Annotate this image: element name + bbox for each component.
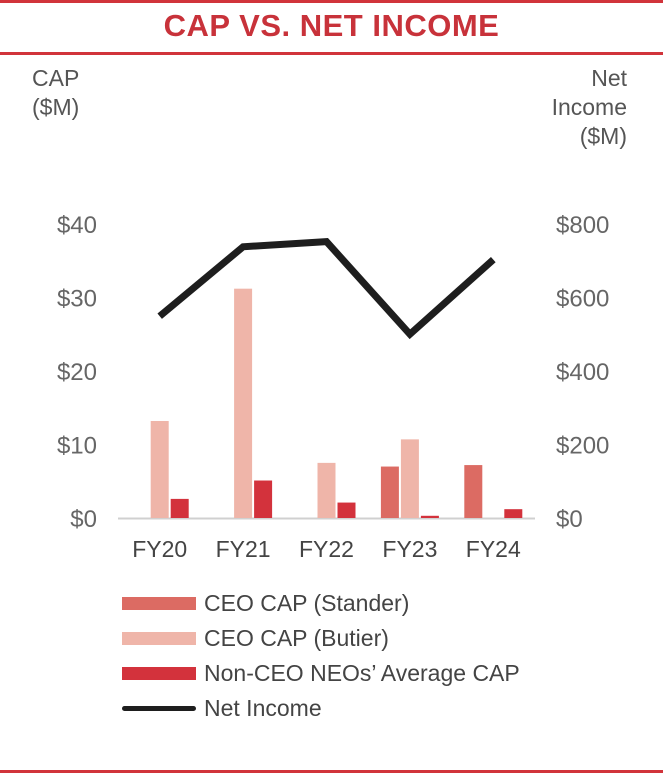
legend-item-neos: Non-CEO NEOs’ Average CAP [122, 656, 520, 691]
legend-swatch-butier [122, 632, 196, 645]
right-tick-label: $400 [556, 359, 609, 386]
legend-item-stander: CEO CAP (Stander) [122, 586, 520, 621]
left-tick-label: $40 [57, 212, 97, 239]
legend-swatch-stander [122, 597, 196, 610]
left-tick-label: $30 [57, 286, 97, 313]
legend-swatch-net-income [122, 706, 196, 711]
right-axis-title: Net Income ($M) [517, 64, 627, 151]
legend-label: Non-CEO NEOs’ Average CAP [204, 660, 520, 686]
left-tick-label: $20 [57, 359, 97, 386]
top-rule [0, 0, 663, 3]
right-axis-title-line: ($M) [579, 123, 627, 149]
category-label: FY24 [466, 536, 521, 562]
bar-fy20-s1 [150, 420, 169, 518]
left-tick-label: $0 [70, 506, 97, 533]
bar-fy22-s2 [337, 502, 356, 518]
bar-fy23-s2 [420, 515, 439, 518]
bar-fy24-s2 [504, 509, 523, 518]
right-axis-title-line: Income [551, 94, 627, 120]
chart-title: CAP VS. NET INCOME [163, 8, 500, 43]
category-label: FY20 [132, 536, 187, 562]
bar-fy21-s2 [254, 480, 273, 518]
right-tick-label: $0 [556, 506, 583, 533]
legend-label: CEO CAP (Butier) [204, 625, 389, 651]
legend-swatch-neos [122, 667, 196, 680]
title-underline [0, 52, 663, 55]
right-tick-label: $800 [556, 212, 609, 239]
bottom-rule [0, 770, 663, 773]
legend-label: Net Income [204, 695, 322, 721]
bar-fy22-s1 [317, 462, 336, 518]
bar-fy23-s1 [400, 439, 419, 518]
left-tick-label: $10 [57, 433, 97, 460]
bar-fy23-s0 [380, 466, 399, 518]
legend-label: CEO CAP (Stander) [204, 590, 410, 616]
category-label: FY23 [382, 536, 437, 562]
right-tick-label: $200 [556, 433, 609, 460]
legend: CEO CAP (Stander) CEO CAP (Butier) Non-C… [122, 586, 520, 726]
right-axis-title-line: Net [591, 65, 627, 91]
legend-item-net-income: Net Income [122, 691, 520, 726]
left-axis-title: CAP ($M) [32, 64, 122, 122]
left-axis-title-line: ($M) [32, 94, 80, 120]
category-label: FY22 [299, 536, 354, 562]
category-label: FY21 [216, 536, 271, 562]
right-tick-label: $600 [556, 286, 609, 313]
bar-fy21-s1 [234, 288, 253, 518]
combo-chart: $0 $10 $20 $30 $40 $0 $200 $400 $600 $800 FY20 FY21… [57, 212, 609, 562]
legend-item-butier: CEO CAP (Butier) [122, 621, 520, 656]
left-axis-title-line: CAP [32, 65, 80, 91]
bar-fy24-s0 [464, 465, 483, 518]
net-income-line [157, 238, 496, 340]
bar-fy20-s2 [170, 498, 189, 518]
